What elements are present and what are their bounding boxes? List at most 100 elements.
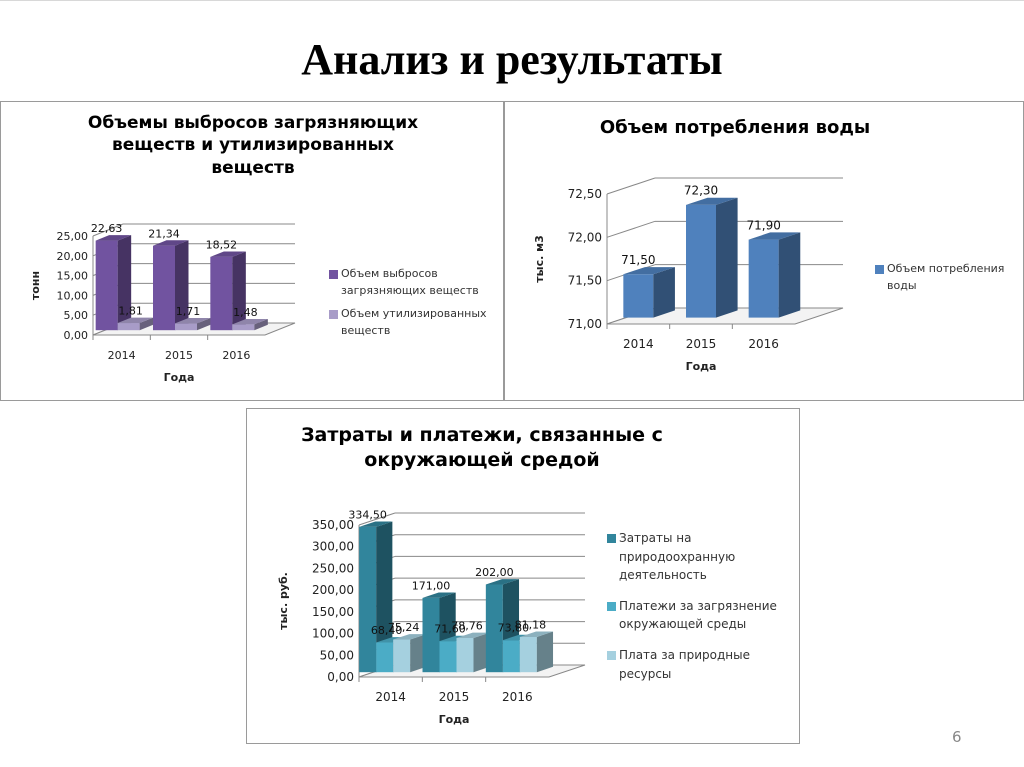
bar-side <box>716 197 738 318</box>
data-label: 334,50 <box>348 509 387 522</box>
grid-diag <box>92 223 124 237</box>
bar-side <box>117 235 132 331</box>
x-tick-label: 2016 <box>222 349 250 362</box>
bar <box>95 240 118 331</box>
bar <box>456 637 474 673</box>
legend-swatch <box>329 310 338 320</box>
bar <box>210 256 233 331</box>
x-tick-label: 2014 <box>108 349 136 362</box>
bar <box>376 642 394 673</box>
legend-label: деятельность <box>619 568 707 583</box>
bar <box>359 526 377 673</box>
y-tick-label: 25,00 <box>57 230 89 243</box>
legend-item: Объем потребления воды <box>875 260 1024 294</box>
y-axis-title: тыс. м3 <box>533 235 546 283</box>
data-label: 68,40 <box>371 624 403 637</box>
x-tick-label: 2015 <box>686 337 717 351</box>
x-tick-label: 2014 <box>623 337 654 351</box>
bar <box>623 274 654 318</box>
legend-label: ресурсы <box>619 666 672 681</box>
legend-label: Объем выбросов <box>341 267 438 280</box>
x-tick-label: 2014 <box>375 690 406 704</box>
data-label: 1,81 <box>118 305 143 318</box>
y-tick-label: 0,00 <box>327 670 354 684</box>
y-tick-label: 71,50 <box>568 274 602 288</box>
bar-top <box>95 235 132 241</box>
y-tick-label: 72,00 <box>568 230 602 244</box>
legend-label: воды <box>887 279 917 293</box>
costs-chart-panel: Затраты и платежи, связанные с окружающе… <box>246 408 800 744</box>
legend-item: Объем утилизированных веществ <box>329 305 499 339</box>
bar-side <box>778 232 801 318</box>
legend-item: Объем выбросов загрязняющих веществ <box>329 265 499 299</box>
data-label: 71,50 <box>621 253 655 267</box>
bar-top <box>686 197 738 205</box>
grid-diag <box>606 177 656 195</box>
y-tick-label: 15,00 <box>57 270 89 283</box>
data-label: 1,48 <box>233 306 258 319</box>
legend-swatch <box>607 601 616 611</box>
data-label: 21,34 <box>148 227 180 240</box>
y-tick-label: 300,00 <box>312 540 354 554</box>
y-tick-label: 20,00 <box>57 250 89 263</box>
data-label: 71,90 <box>746 218 780 232</box>
y-axis-title: тонн <box>29 271 42 300</box>
emissions-chart-panel: Объемы выбросов загрязняющих веществ и у… <box>0 101 504 401</box>
bar <box>502 640 520 673</box>
grid-diag <box>606 220 656 238</box>
emissions-chart-legend: Объем выбросов загрязняющих веществ Объем … <box>329 265 499 345</box>
bar-top <box>117 317 154 324</box>
x-tick-label: 2016 <box>748 337 779 351</box>
slide-title: Анализ и результаты <box>301 35 723 84</box>
costs-chart-legend: Затраты на природоохранную деятельность Пла… <box>607 529 797 695</box>
bar-top <box>393 634 427 640</box>
bar-side <box>139 317 154 331</box>
emissions-chart-title: Объемы выбросов загрязняющих веществ и у… <box>87 113 419 178</box>
legend-swatch <box>329 270 338 279</box>
x-axis-title: Года <box>686 360 717 373</box>
data-label: 81,18 <box>515 619 547 632</box>
legend-label: Затраты на <box>619 531 692 545</box>
bar <box>393 639 411 673</box>
bar-side <box>197 318 211 331</box>
bar <box>232 324 255 331</box>
data-label: 73,80 <box>498 622 530 635</box>
bar <box>153 245 175 331</box>
data-label: 75,24 <box>388 621 420 634</box>
data-label: 72,30 <box>684 184 718 198</box>
top-border <box>0 0 1024 1</box>
bar <box>748 239 779 318</box>
legend-item: Плата за природные ресурсы <box>607 646 797 683</box>
data-label: 1,71 <box>176 305 201 318</box>
legend-label: Платежи за загрязнение <box>619 598 777 613</box>
bar <box>422 597 440 673</box>
y-tick-label: 250,00 <box>312 561 354 575</box>
x-axis-title: Года <box>164 371 195 384</box>
legend-label: природоохранную <box>619 549 736 564</box>
legend-item: Затраты на природоохранную деятельность <box>607 529 797 585</box>
bar-side <box>376 521 393 673</box>
legend-item: Платежи за загрязнение окружающей среды <box>607 597 797 634</box>
emissions-chart-plot: 0,00 5,00 10,00 15,00 20,00 25,00 2014 22,63 1,8… <box>29 222 296 384</box>
y-tick-label: 71,00 <box>568 317 602 331</box>
y-tick-label: 50,00 <box>320 648 354 662</box>
data-label: 171,00 <box>412 580 451 593</box>
y-axis-title: тыс. руб. <box>277 572 290 630</box>
bar-top <box>175 318 211 324</box>
y-tick-label: 200,00 <box>312 583 354 597</box>
y-tick-label: 100,00 <box>312 627 354 641</box>
bar-side <box>536 631 554 673</box>
water-chart-legend: Объем потребления воды <box>875 260 1024 300</box>
bar-top <box>210 251 246 257</box>
bar-top <box>359 521 393 527</box>
x-axis-title: Года <box>439 713 470 726</box>
bar <box>519 636 537 673</box>
data-label: 22,63 <box>91 222 123 235</box>
legend-swatch <box>607 534 616 543</box>
bar-top <box>748 232 801 240</box>
bar-side <box>410 634 427 673</box>
legend-swatch <box>875 265 884 274</box>
y-tick-label: 72,50 <box>568 187 602 201</box>
page-number: 6 <box>952 728 962 746</box>
bar-side <box>232 251 246 331</box>
